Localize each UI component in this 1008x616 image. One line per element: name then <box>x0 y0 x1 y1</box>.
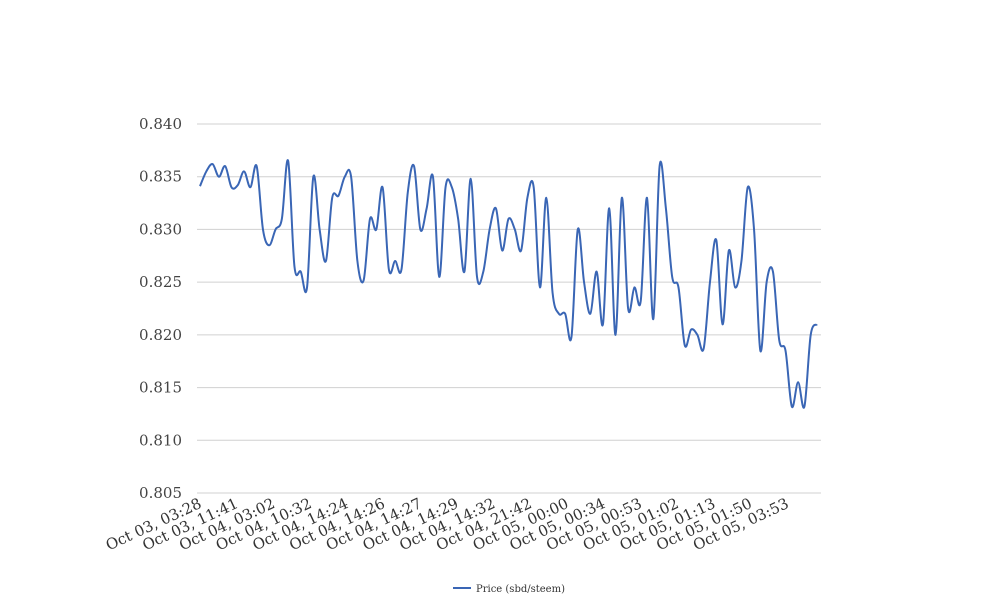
series-layer <box>199 159 818 409</box>
legend-label-price: Price (sbd/steem) <box>476 584 565 595</box>
y-axis-tick-labels: 0.840 0.835 0.830 0.825 0.820 0.815 0.810 0.805 <box>139 115 182 502</box>
y-tick-label: 0.820 <box>139 326 182 344</box>
y-tick-label: 0.825 <box>139 273 182 291</box>
y-tick-label: 0.810 <box>139 431 182 449</box>
legend: Price (sbd/steem) <box>453 584 565 595</box>
y-tick-label: 0.840 <box>139 115 182 133</box>
y-tick-label: 0.835 <box>139 168 182 186</box>
y-tick-label: 0.830 <box>139 220 182 238</box>
gridlines <box>197 123 821 494</box>
y-tick-label: 0.805 <box>139 484 182 502</box>
series-line-price <box>199 159 818 409</box>
y-tick-label: 0.815 <box>139 379 182 397</box>
